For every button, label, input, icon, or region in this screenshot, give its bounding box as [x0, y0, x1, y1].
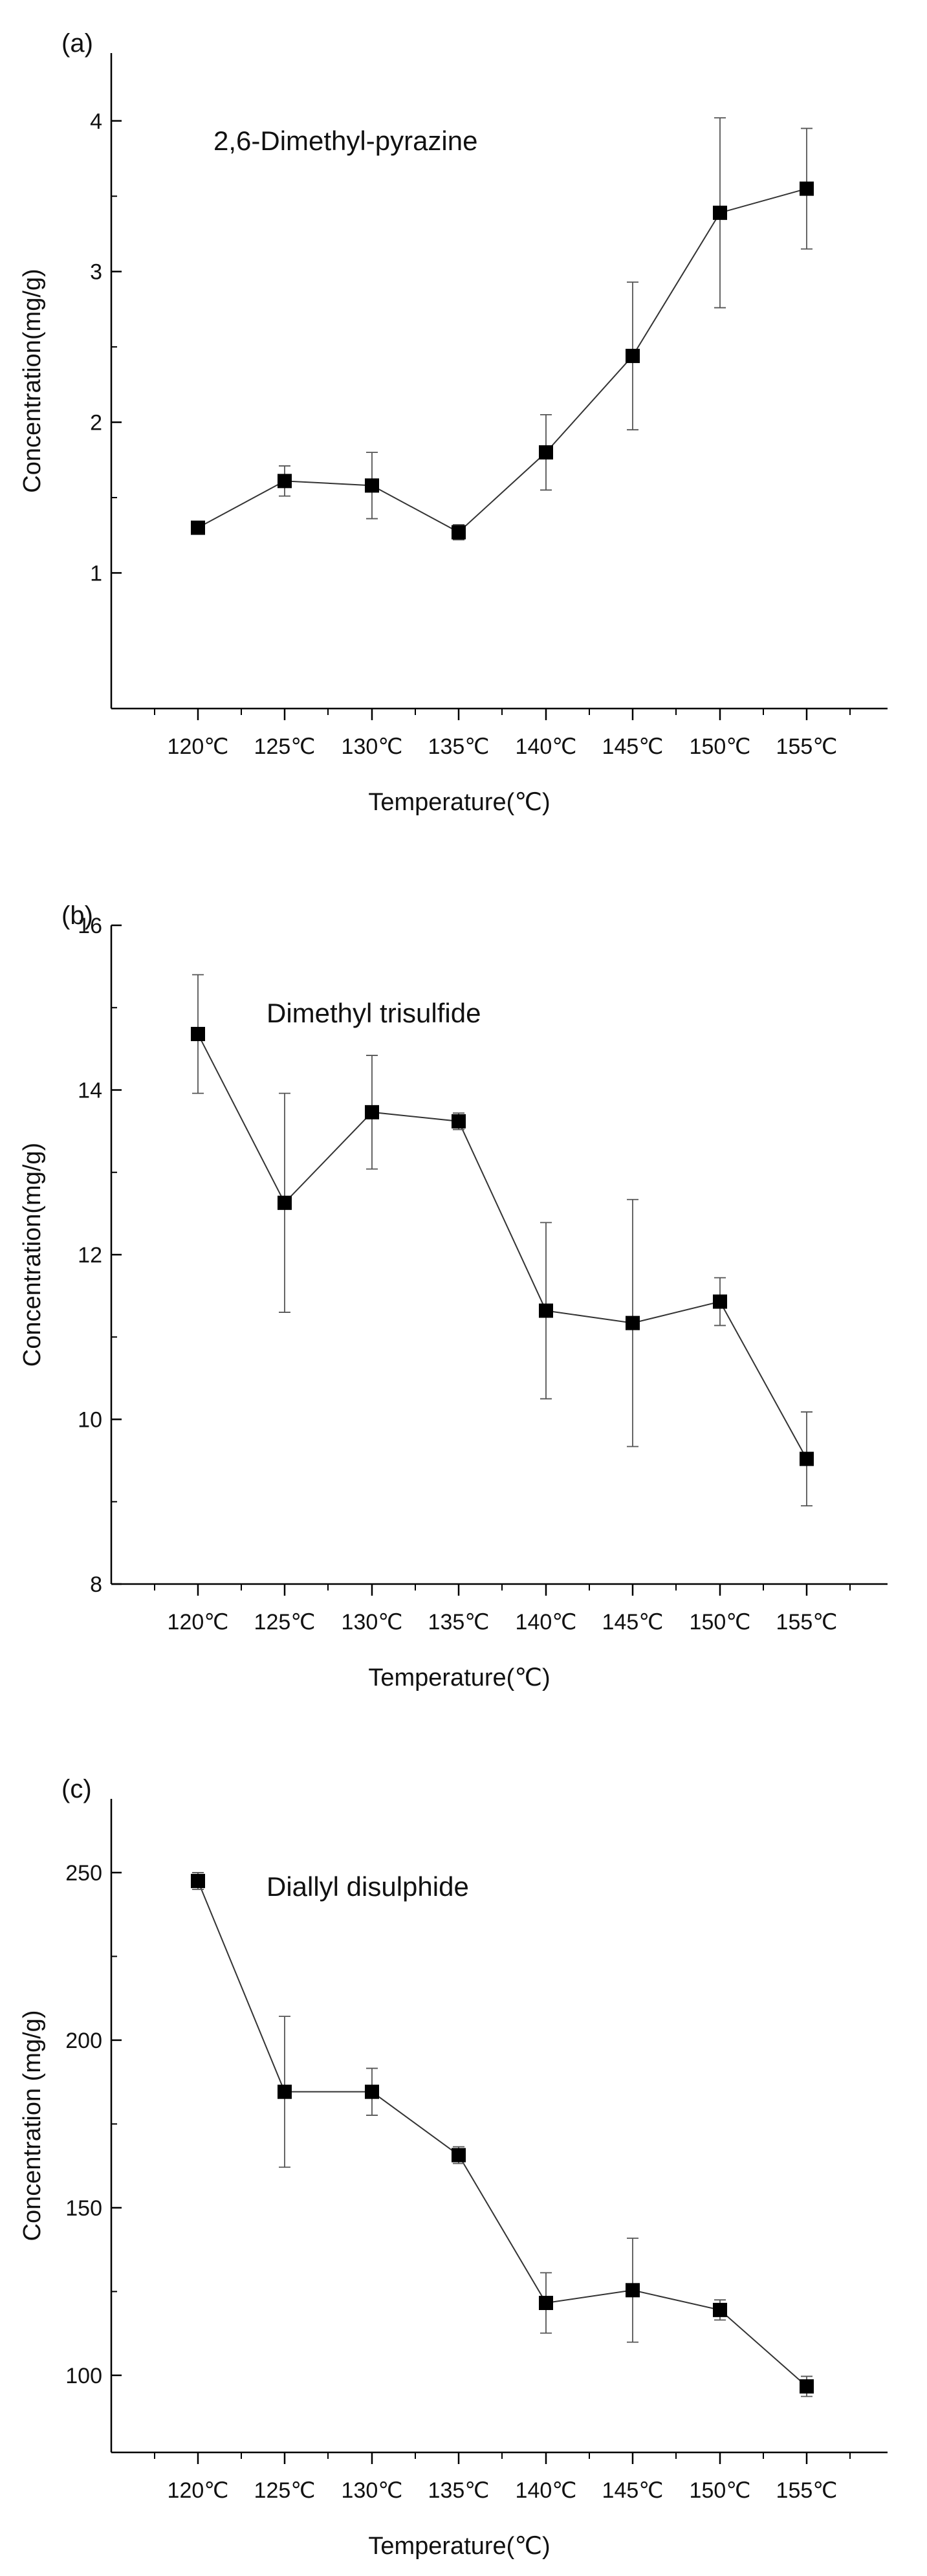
x-tick-label: 120℃	[168, 2478, 229, 2503]
chart-title: Diallyl disulphide	[267, 1871, 469, 1902]
x-tick-label: 145℃	[602, 1610, 664, 1635]
data-point	[713, 205, 727, 220]
y-tick-label: 16	[78, 914, 102, 938]
x-tick-label: 145℃	[602, 2478, 664, 2503]
x-tick-label: 135℃	[428, 2478, 490, 2503]
data-point	[452, 525, 466, 540]
x-tick-label: 155℃	[776, 2478, 838, 2503]
data-point	[800, 181, 814, 196]
x-tick-label: 125℃	[254, 1610, 316, 1635]
data-point	[365, 1105, 379, 1119]
series-line	[197, 1033, 807, 1460]
x-axis-title: Temperature(℃)	[368, 789, 550, 816]
chart-title: Dimethyl trisulfide	[267, 998, 481, 1028]
y-tick-label: 150	[65, 2196, 102, 2221]
y-tick-label: 100	[65, 2364, 102, 2388]
x-tick-label: 140℃	[516, 2478, 577, 2503]
data-point	[800, 2379, 814, 2394]
panel-c: 100 150 200 250 120℃ 125℃ 130℃ 135℃ 140℃ 145℃ 150℃…	[19, 1775, 888, 2560]
y-tick-label: 10	[78, 1408, 102, 1433]
y-tick-label: 3	[90, 260, 102, 285]
y-tick-label: 4	[90, 109, 102, 134]
x-tick-label: 120℃	[168, 734, 229, 759]
data-point	[539, 1303, 553, 1318]
y-axis-title: Concentration(mg/g)	[19, 269, 46, 492]
series-line	[197, 1880, 807, 2387]
data-point	[539, 2295, 553, 2310]
panel-b: 8 10 12 14 16 120℃ 125℃ 130℃ 135℃ 140℃ 145℃ 150℃ 155…	[19, 901, 888, 1691]
data-point	[191, 520, 205, 535]
x-tick-label: 130℃	[342, 1610, 403, 1635]
x-tick-label: 150℃	[690, 1610, 751, 1635]
data-point	[365, 478, 379, 493]
data-point	[626, 1316, 640, 1330]
y-axis-title: Concentration (mg/g)	[19, 2010, 46, 2241]
y-tick-label: 1	[90, 561, 102, 586]
chart-title: 2,6-Dimethyl-pyrazine	[213, 126, 477, 156]
data-point	[191, 1873, 205, 1888]
x-tick-label: 155℃	[776, 1610, 838, 1635]
x-tick-label: 150℃	[690, 2478, 751, 2503]
data-point	[626, 349, 640, 364]
data-point	[278, 1195, 292, 1210]
x-tick-label: 130℃	[342, 734, 403, 759]
x-tick-label: 125℃	[254, 734, 316, 759]
y-tick-label: 14	[78, 1079, 102, 1103]
x-tick-label: 140℃	[516, 1610, 577, 1635]
x-tick-label: 135℃	[428, 1610, 490, 1635]
y-tick-label: 2	[90, 411, 102, 435]
series-line	[197, 188, 807, 533]
x-tick-label: 140℃	[516, 734, 577, 759]
data-point	[713, 2302, 727, 2317]
x-axis-title: Temperature(℃)	[368, 1664, 550, 1691]
data-point	[365, 2084, 379, 2099]
x-tick-label: 125℃	[254, 2478, 316, 2503]
x-tick-label: 130℃	[342, 2478, 403, 2503]
y-tick-label: 12	[78, 1243, 102, 1268]
panel-label: (c)	[61, 1775, 92, 1803]
data-point	[452, 2148, 466, 2163]
x-axis-title: Temperature(℃)	[368, 2533, 550, 2560]
data-point	[539, 445, 553, 460]
data-point	[713, 1294, 727, 1309]
panel-label: (b)	[61, 901, 93, 930]
panel-a: 1 2 3 4 120℃ 125℃ 130℃ 135℃ 140℃ 145℃ 150℃ 155℃ Temp…	[19, 29, 888, 816]
panel-label: (a)	[61, 29, 93, 58]
data-point	[278, 474, 292, 489]
data-point	[191, 1026, 205, 1041]
x-tick-label: 145℃	[602, 734, 664, 759]
data-point	[452, 1114, 466, 1128]
x-tick-label: 135℃	[428, 734, 490, 759]
data-point	[278, 2084, 292, 2099]
y-tick-label: 8	[90, 1572, 102, 1597]
x-tick-label: 150℃	[690, 734, 751, 759]
x-tick-label: 155℃	[776, 734, 838, 759]
x-tick-label: 120℃	[168, 1610, 229, 1635]
y-axis-title: Concentration(mg/g)	[19, 1143, 46, 1367]
data-point	[626, 2283, 640, 2298]
y-tick-label: 250	[65, 1861, 102, 1886]
y-tick-label: 200	[65, 2029, 102, 2053]
data-point	[800, 1451, 814, 1466]
